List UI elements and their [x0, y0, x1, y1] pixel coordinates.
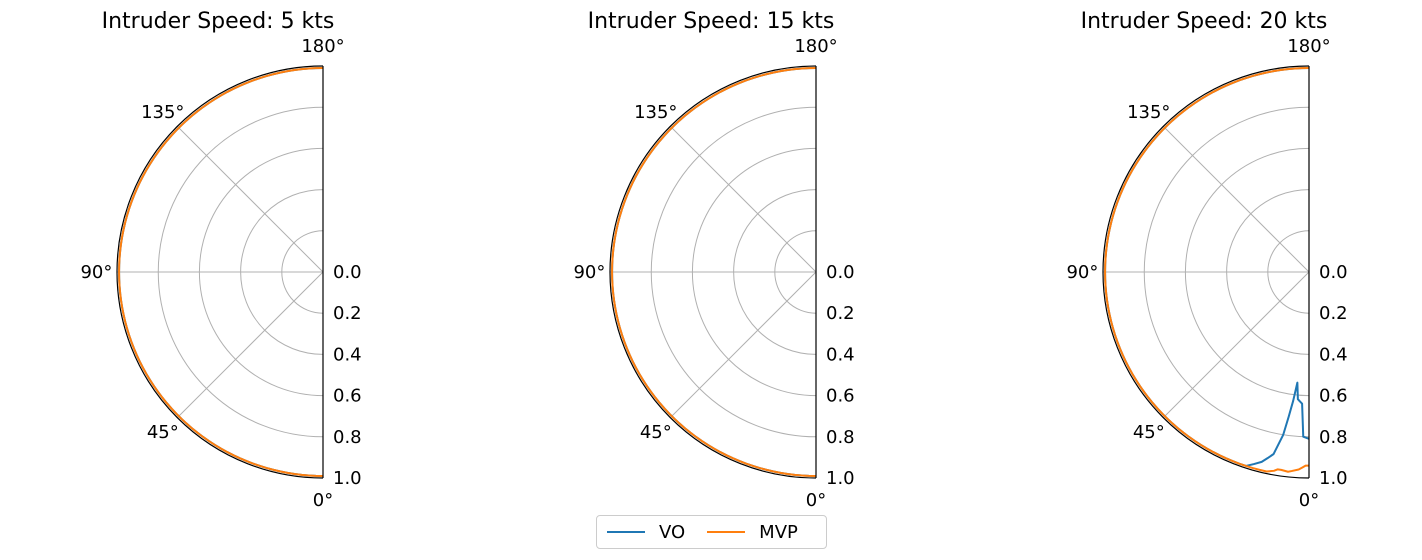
polar-chart-2: 0° 45° 90° 135° 180° 0.0 0.2 0.4 0.6 0.8 1.0 Intrud… [573, 9, 854, 511]
series-line-mvp [611, 67, 817, 477]
legend: VO MVP [596, 515, 827, 549]
theta-tick-label: 45° [147, 422, 179, 443]
r-tick-label: 0.4 [333, 344, 362, 365]
theta-tick-label: 90° [573, 262, 605, 283]
theta-gridline [1162, 271, 1310, 419]
outer-spine [609, 65, 817, 479]
r-tick-label: 0.6 [826, 386, 855, 407]
polar-chart-3: 0° 45° 90° 135° 180° 0.0 0.2 0.4 0.6 0.8 1.0 Intrud… [1066, 9, 1347, 511]
theta-tick-label: 90° [1066, 262, 1098, 283]
r-tick-label: 0.8 [826, 427, 855, 448]
theta-tick-label: 180° [1287, 36, 1330, 57]
legend-swatch-mvp [707, 531, 746, 533]
r-tick-label: 0.2 [826, 303, 855, 324]
r-tick-label: 0.0 [1319, 262, 1348, 283]
r-tick-label: 1.0 [333, 468, 362, 489]
theta-tick-label: 135° [634, 102, 677, 123]
chart-title: Intruder Speed: 15 kts [588, 9, 835, 34]
r-tick-label: 0.4 [826, 344, 855, 365]
theta-tick-label: 0° [806, 490, 826, 511]
polar-chart-1: 0° 45° 90° 135° 180° 0.0 0.2 0.4 0.6 0.8 1.0 Intrud… [80, 9, 361, 511]
r-tick-label: 0.6 [1319, 386, 1348, 407]
theta-tick-label: 180° [301, 36, 344, 57]
outer-spine [1102, 65, 1310, 479]
theta-gridline [176, 271, 324, 419]
theta-gridline [669, 125, 817, 273]
theta-gridline [669, 271, 817, 419]
chart-title: Intruder Speed: 20 kts [1081, 9, 1328, 34]
r-tick-label: 1.0 [826, 468, 855, 489]
legend-item-mvp: MVP [707, 522, 798, 543]
legend-label-vo: VO [659, 521, 686, 543]
r-tick-label: 0.6 [333, 386, 362, 407]
theta-tick-label: 90° [80, 262, 112, 283]
r-tick-label: 1.0 [1319, 468, 1348, 489]
theta-tick-label: 45° [1133, 422, 1165, 443]
theta-tick-label: 45° [640, 422, 672, 443]
legend-label-mvp: MVP [759, 521, 798, 543]
r-tick-label: 0.0 [333, 262, 362, 283]
r-tick-label: 0.0 [826, 262, 855, 283]
theta-tick-label: 135° [141, 102, 184, 123]
series-line-mvp [118, 67, 324, 477]
chart-title: Intruder Speed: 5 kts [102, 9, 335, 34]
r-tick-label: 0.2 [333, 303, 362, 324]
theta-gridline [176, 125, 324, 273]
r-tick-label: 0.4 [1319, 344, 1348, 365]
theta-tick-label: 0° [313, 490, 333, 511]
legend-swatch-vo [607, 531, 645, 533]
theta-tick-label: 135° [1127, 102, 1170, 123]
outer-spine [116, 65, 324, 479]
series-line-vo [1104, 67, 1310, 467]
series-line-mvp [1104, 67, 1310, 473]
r-tick-label: 0.2 [1319, 303, 1348, 324]
theta-tick-label: 0° [1299, 490, 1319, 511]
r-tick-label: 0.8 [1319, 427, 1348, 448]
theta-tick-label: 180° [794, 36, 837, 57]
theta-gridline [1162, 125, 1310, 273]
r-tick-label: 0.8 [333, 427, 362, 448]
legend-item-vo: VO [607, 522, 685, 543]
